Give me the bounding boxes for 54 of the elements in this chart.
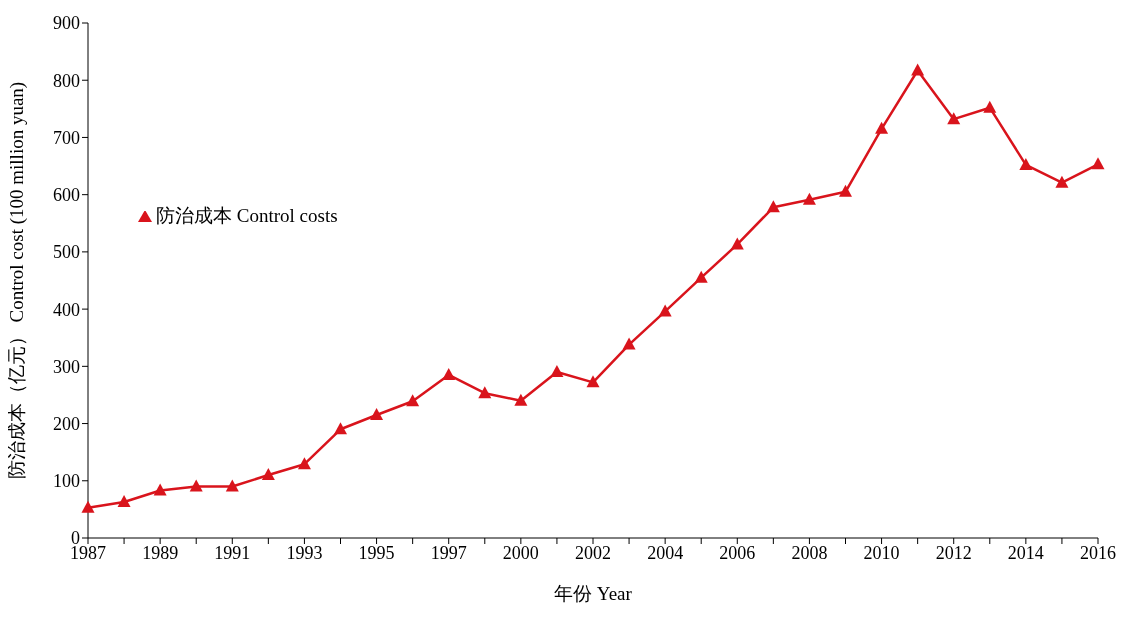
y-tick-label: 600	[53, 185, 80, 206]
point	[947, 112, 961, 125]
point	[153, 483, 167, 496]
y-tick-label: 300	[53, 356, 80, 377]
point	[297, 457, 311, 470]
point	[983, 100, 997, 113]
y-tick-label: 800	[53, 70, 80, 91]
x-tick-label: 1991	[214, 542, 251, 563]
y-tick-label: 400	[53, 299, 80, 320]
point	[802, 192, 816, 205]
x-tick-label: 1997	[430, 542, 467, 563]
point	[622, 337, 636, 350]
point	[442, 367, 456, 380]
x-tick-label: 2004	[647, 542, 684, 563]
x-tick-label: 1993	[286, 542, 323, 563]
x-tick-label: 2012	[935, 542, 972, 563]
point	[766, 200, 780, 213]
x-tick-label: 2000	[502, 542, 539, 563]
y-tick-label: 200	[53, 413, 80, 434]
legend-label: 防治成本 Control costs	[156, 205, 338, 226]
point	[334, 422, 347, 435]
point	[406, 394, 420, 407]
point	[81, 500, 95, 513]
x-tick-label: 2016	[1080, 542, 1116, 563]
y-tick-label: 500	[53, 242, 80, 263]
y-tick-label: 900	[53, 13, 80, 34]
x-tick-label: 2008	[791, 542, 828, 563]
point	[586, 375, 600, 388]
point	[117, 494, 131, 507]
point	[189, 479, 203, 492]
point	[875, 121, 889, 134]
point	[370, 407, 384, 420]
x-tick-label: 2006	[719, 542, 756, 563]
x-tick-label: 2002	[575, 542, 611, 563]
point	[261, 468, 275, 481]
x-tick-label: 1989	[142, 542, 179, 563]
point	[1019, 157, 1033, 170]
point	[225, 479, 239, 492]
point	[478, 386, 492, 399]
x-axis-title: 年份 Year	[554, 583, 633, 604]
point	[514, 393, 528, 406]
y-tick-label: 700	[53, 127, 80, 148]
y-tick-label: 100	[53, 471, 80, 492]
point	[658, 304, 672, 317]
point	[911, 63, 925, 76]
x-tick-label: 2014	[1007, 542, 1044, 563]
point	[730, 237, 744, 250]
point	[694, 270, 708, 283]
point	[1091, 157, 1105, 170]
x-tick-label: 1995	[358, 542, 395, 563]
point	[1055, 175, 1069, 188]
x-tick-label: 2010	[863, 542, 900, 563]
point	[839, 184, 852, 197]
point	[550, 365, 564, 378]
